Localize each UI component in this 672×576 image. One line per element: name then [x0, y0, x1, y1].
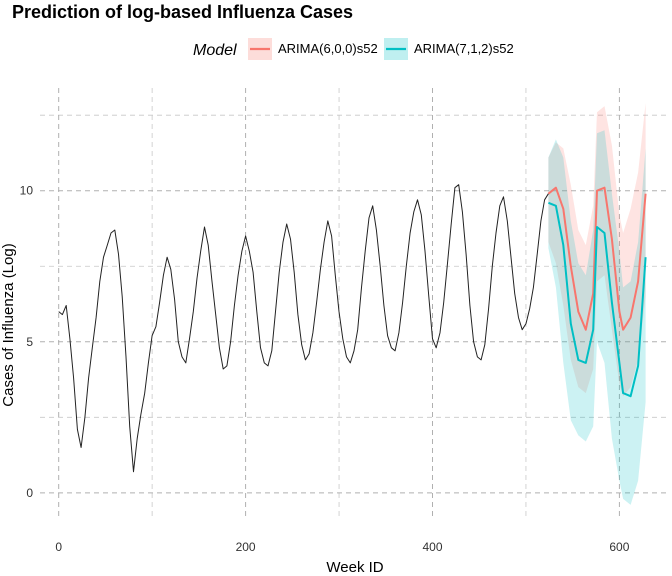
y-tick-label-2: 10 [20, 184, 34, 198]
y-tick-label-1: 5 [26, 335, 33, 349]
legend-item-0: ARIMA(6,0,0)s52 [248, 38, 378, 60]
chart-title: Prediction of log-based Influenza Cases [12, 2, 353, 22]
y-axis-title: Cases of Influenza (Log) [0, 243, 17, 406]
series-1-ci-band [548, 130, 646, 505]
history-line [58, 184, 549, 473]
grid [40, 88, 668, 517]
legend: Model ARIMA(6,0,0)s52 ARIMA(7,1,2)s52 [193, 38, 514, 60]
y-tick-label-0: 0 [26, 486, 33, 500]
legend-title: Model [193, 42, 237, 59]
series-1-line [548, 201, 647, 398]
x-axis-ticks: 0 200 400 600 [55, 540, 629, 554]
series-0-line [547, 186, 647, 331]
x-tick-label-0: 0 [55, 540, 62, 554]
lines [58, 184, 647, 473]
x-axis-title: Week ID [326, 559, 383, 576]
x-tick-label-3: 600 [609, 540, 629, 554]
x-tick-label-1: 200 [236, 540, 256, 554]
legend-item-1: ARIMA(7,1,2)s52 [384, 38, 514, 60]
x-tick-label-2: 400 [422, 540, 442, 554]
legend-label-1: ARIMA(7,1,2)s52 [414, 41, 514, 56]
y-axis-ticks: 0 5 10 [20, 184, 34, 500]
legend-label-0: ARIMA(6,0,0)s52 [278, 41, 378, 56]
forecast-bands [548, 103, 646, 505]
